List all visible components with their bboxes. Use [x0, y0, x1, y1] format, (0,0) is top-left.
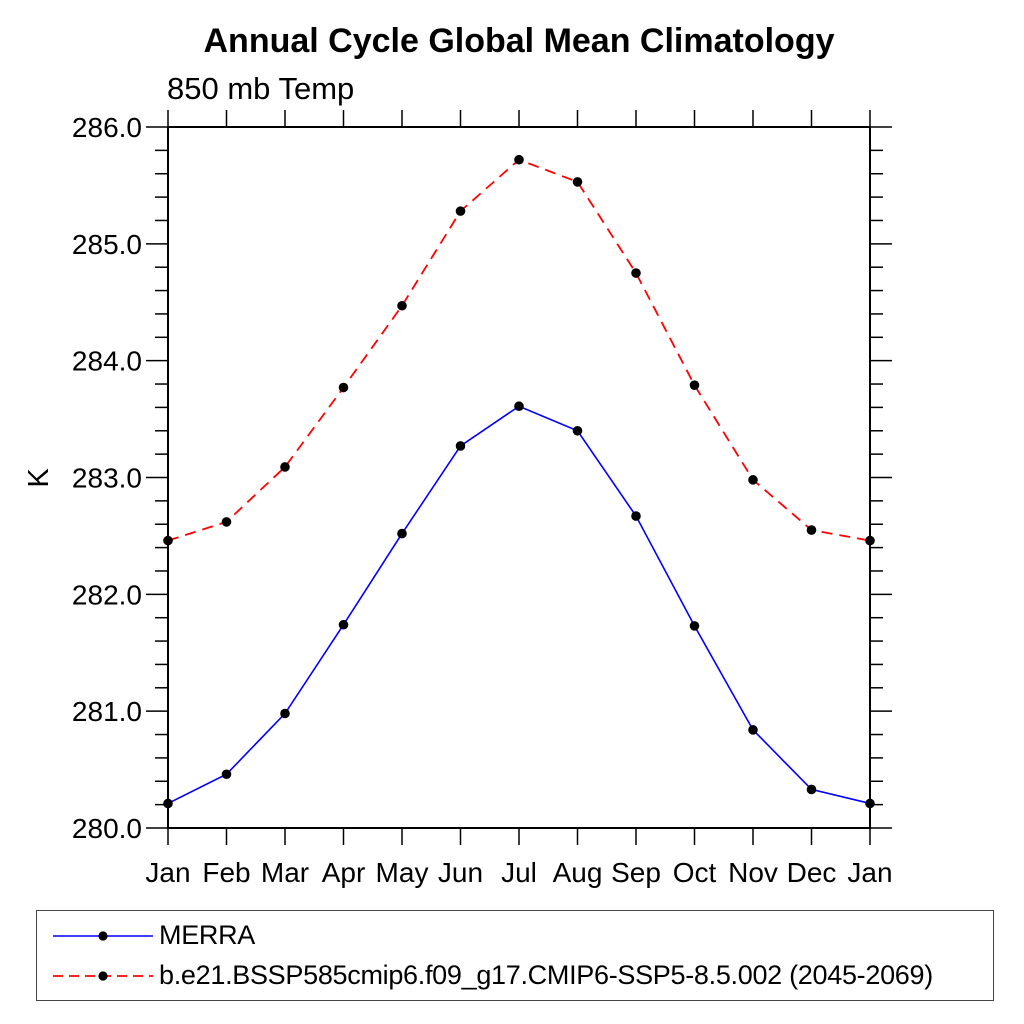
- x-tick-label: Oct: [673, 857, 717, 888]
- model-legend-marker-icon: [98, 970, 108, 981]
- merra-marker-nov-10: [748, 725, 758, 735]
- model-marker-dec-11: [806, 525, 817, 535]
- model-marker-jul-6: [514, 154, 524, 165]
- merra-marker-may-4: [397, 528, 407, 539]
- x-tick-label: Mar: [261, 857, 309, 888]
- model-marker-oct-9: [689, 380, 700, 391]
- chart-subtitle: 850 mb Temp: [167, 71, 355, 106]
- merra-marker-dec-11: [806, 784, 817, 795]
- x-tick-label: Jan: [847, 857, 892, 888]
- merra-marker-jan-0: [163, 798, 173, 809]
- model-marker-aug-7: [572, 177, 583, 187]
- model-marker-jan-0: [163, 535, 173, 546]
- x-tick-label: Sep: [611, 857, 661, 888]
- legend-box: MERRA b.e21.BSSP585cmip6.f09_g17.CMIP6-S…: [36, 910, 994, 1001]
- y-tick-label: 286.0: [72, 112, 142, 143]
- x-tick-label: Nov: [728, 857, 778, 888]
- merra-marker-apr-3: [338, 619, 349, 630]
- merra-marker-jul-6: [514, 401, 524, 412]
- merra-legend-marker-icon: [98, 930, 108, 941]
- y-tick-label: 284.0: [72, 346, 142, 377]
- merra-marker-sep-8: [631, 511, 641, 521]
- x-tick-label: Apr: [322, 857, 366, 888]
- legend-label-model: b.e21.BSSP585cmip6.f09_g17.CMIP6-SSP5-8.…: [159, 960, 933, 990]
- model-marker-feb-1: [221, 517, 232, 527]
- merra-marker-jun-5: [455, 441, 466, 451]
- x-tick-label: Jun: [438, 857, 483, 888]
- model-line: [167, 158, 871, 542]
- y-tick-label: 283.0: [72, 463, 142, 494]
- merra-marker-mar-2: [280, 708, 290, 719]
- model-marker-nov-10: [748, 475, 758, 485]
- merra-marker-feb-1: [221, 769, 232, 780]
- plot-area: Jan Feb Mar Apr May Jun Jul Aug Sep Oct Nov Dec Jan2…: [72, 110, 893, 888]
- model-marker-jun-5: [455, 206, 466, 216]
- merra-line: [167, 405, 871, 805]
- merra-marker-jan-12: [865, 798, 875, 809]
- x-tick-label: Dec: [787, 857, 837, 888]
- axis-frame: [167, 126, 871, 829]
- y-tick-label: 282.0: [72, 579, 142, 610]
- model-legend-line-icon: [53, 970, 153, 981]
- chart-title: Annual Cycle Global Mean Climatology: [203, 22, 835, 60]
- model-marker-sep-8: [631, 268, 641, 278]
- merra-marker-oct-9: [689, 621, 700, 631]
- merra-legend-line-icon: [53, 930, 153, 941]
- x-tick-label: Jul: [501, 857, 537, 888]
- y-tick-label: 281.0: [72, 696, 142, 727]
- model-marker-may-4: [397, 300, 407, 311]
- y-tick-label: 285.0: [72, 229, 142, 260]
- x-tick-label: Jan: [145, 857, 190, 888]
- legend-row-merra: MERRA: [47, 920, 993, 951]
- y-tick-label: 280.0: [72, 813, 142, 844]
- model-marker-apr-3: [338, 382, 349, 393]
- x-tick-label: May: [376, 857, 429, 888]
- legend-row-model: b.e21.BSSP585cmip6.f09_g17.CMIP6-SSP5-8.…: [47, 960, 993, 991]
- x-tick-label: Feb: [202, 857, 250, 888]
- merra-marker-aug-7: [572, 425, 583, 436]
- model-marker-mar-2: [280, 462, 290, 472]
- x-tick-label: Aug: [553, 857, 603, 888]
- legend-label-merra: MERRA: [159, 920, 256, 950]
- model-marker-jan-12: [865, 535, 875, 546]
